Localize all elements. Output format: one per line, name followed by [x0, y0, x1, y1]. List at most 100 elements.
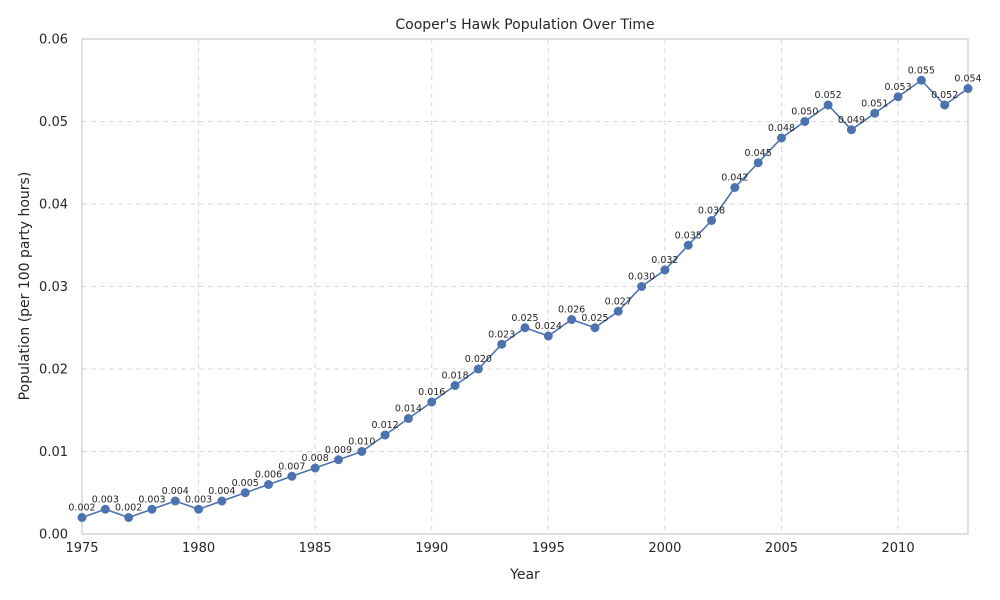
data-label: 0.038: [698, 206, 725, 217]
data-label: 0.025: [581, 313, 608, 324]
data-point: [543, 331, 553, 341]
data-point: [870, 108, 880, 118]
data-label: 0.027: [605, 296, 632, 307]
y-tick-label: 0.02: [39, 363, 68, 378]
data-label: 0.053: [884, 82, 911, 93]
data-point: [800, 117, 810, 126]
x-tick-label: 2005: [765, 541, 798, 556]
data-point: [473, 364, 483, 374]
data-point: [380, 430, 390, 440]
data-point: [520, 323, 530, 333]
data-label: 0.055: [908, 65, 935, 76]
data-point: [77, 513, 87, 522]
data-point: [497, 339, 507, 349]
data-label: 0.052: [931, 90, 958, 101]
data-point: [264, 480, 274, 489]
data-point: [707, 216, 717, 225]
data-label: 0.035: [675, 230, 702, 241]
data-label: 0.012: [372, 420, 399, 431]
data-point: [963, 84, 973, 93]
data-point: [403, 414, 413, 423]
y-tick-label: 0.00: [39, 528, 68, 543]
y-tick-label: 0.05: [39, 115, 68, 130]
data-label: 0.003: [138, 494, 165, 505]
series-population: [77, 75, 973, 522]
data-label: 0.023: [488, 329, 515, 340]
data-label: 0.049: [838, 115, 865, 126]
data-point: [357, 447, 367, 456]
data-point: [333, 455, 343, 465]
data-label: 0.002: [115, 503, 142, 514]
data-point: [916, 75, 926, 85]
data-label: 0.052: [815, 90, 842, 101]
x-tick-label: 1995: [532, 541, 565, 556]
data-label: 0.004: [162, 486, 189, 497]
data-label: 0.014: [395, 404, 422, 415]
x-tick-label: 1990: [415, 541, 448, 556]
data-label: 0.018: [441, 371, 468, 382]
data-label: 0.008: [302, 453, 329, 464]
y-axis-label: Population (per 100 party hours): [17, 172, 33, 401]
data-label: 0.004: [208, 486, 235, 497]
data-point: [893, 92, 903, 102]
data-label: 0.045: [745, 148, 772, 159]
data-label: 0.009: [325, 445, 352, 456]
data-label: 0.026: [558, 305, 585, 316]
plot-frame: [81, 38, 969, 535]
data-point: [124, 513, 134, 522]
data-point: [240, 488, 250, 498]
data-point: [147, 504, 157, 514]
data-point: [170, 496, 180, 506]
data-label: 0.006: [255, 470, 282, 481]
x-tick-label: 1975: [65, 541, 98, 556]
data-label: 0.020: [465, 354, 492, 365]
data-point: [753, 158, 763, 168]
data-point: [660, 265, 670, 275]
y-tick-label: 0.01: [39, 445, 68, 460]
x-axis-ticks: 1975 1980 1985 1990 1995 2000 2005 2010: [65, 541, 914, 556]
data-label: 0.054: [954, 74, 981, 85]
y-tick-label: 0.04: [39, 198, 68, 213]
y-axis-ticks: 0.00 0.01 0.02 0.03 0.04 0.05 0.06: [39, 33, 68, 543]
data-label: 0.002: [68, 503, 95, 514]
y-tick-label: 0.06: [39, 33, 68, 48]
data-label: 0.016: [418, 387, 445, 398]
data-label: 0.010: [348, 437, 375, 448]
data-label: 0.024: [535, 321, 562, 332]
data-point: [450, 381, 460, 390]
data-label: 0.030: [628, 272, 655, 283]
data-label: 0.007: [278, 461, 305, 472]
data-point: [683, 240, 693, 250]
data-point: [567, 315, 577, 324]
data-labels: 0.0020.0030.0020.0030.0040.0030.0040.005…: [68, 65, 981, 513]
data-point: [730, 183, 740, 192]
data-point: [217, 496, 227, 506]
data-label: 0.025: [511, 313, 538, 324]
chart-title: Cooper's Hawk Population Over Time: [395, 17, 654, 33]
data-point: [590, 323, 600, 333]
x-tick-label: 1980: [182, 541, 215, 556]
y-tick-label: 0.03: [39, 280, 68, 295]
data-point: [100, 504, 110, 514]
data-label: 0.005: [232, 478, 259, 489]
x-tick-label: 2000: [648, 541, 681, 556]
data-point: [613, 306, 623, 316]
data-label: 0.032: [651, 255, 678, 266]
x-tick-label: 1985: [299, 541, 332, 556]
data-point: [194, 504, 204, 514]
data-point: [776, 133, 786, 143]
data-label: 0.051: [861, 98, 888, 109]
data-point: [823, 100, 833, 110]
data-point: [287, 471, 297, 481]
x-axis-label: Year: [509, 567, 540, 583]
data-point: [310, 463, 320, 473]
data-point: [427, 397, 437, 407]
data-label: 0.042: [721, 173, 748, 184]
data-point: [940, 100, 950, 110]
data-point: [846, 125, 856, 135]
data-label: 0.003: [92, 494, 119, 505]
x-tick-label: 2010: [882, 541, 915, 556]
data-label: 0.050: [791, 107, 818, 118]
